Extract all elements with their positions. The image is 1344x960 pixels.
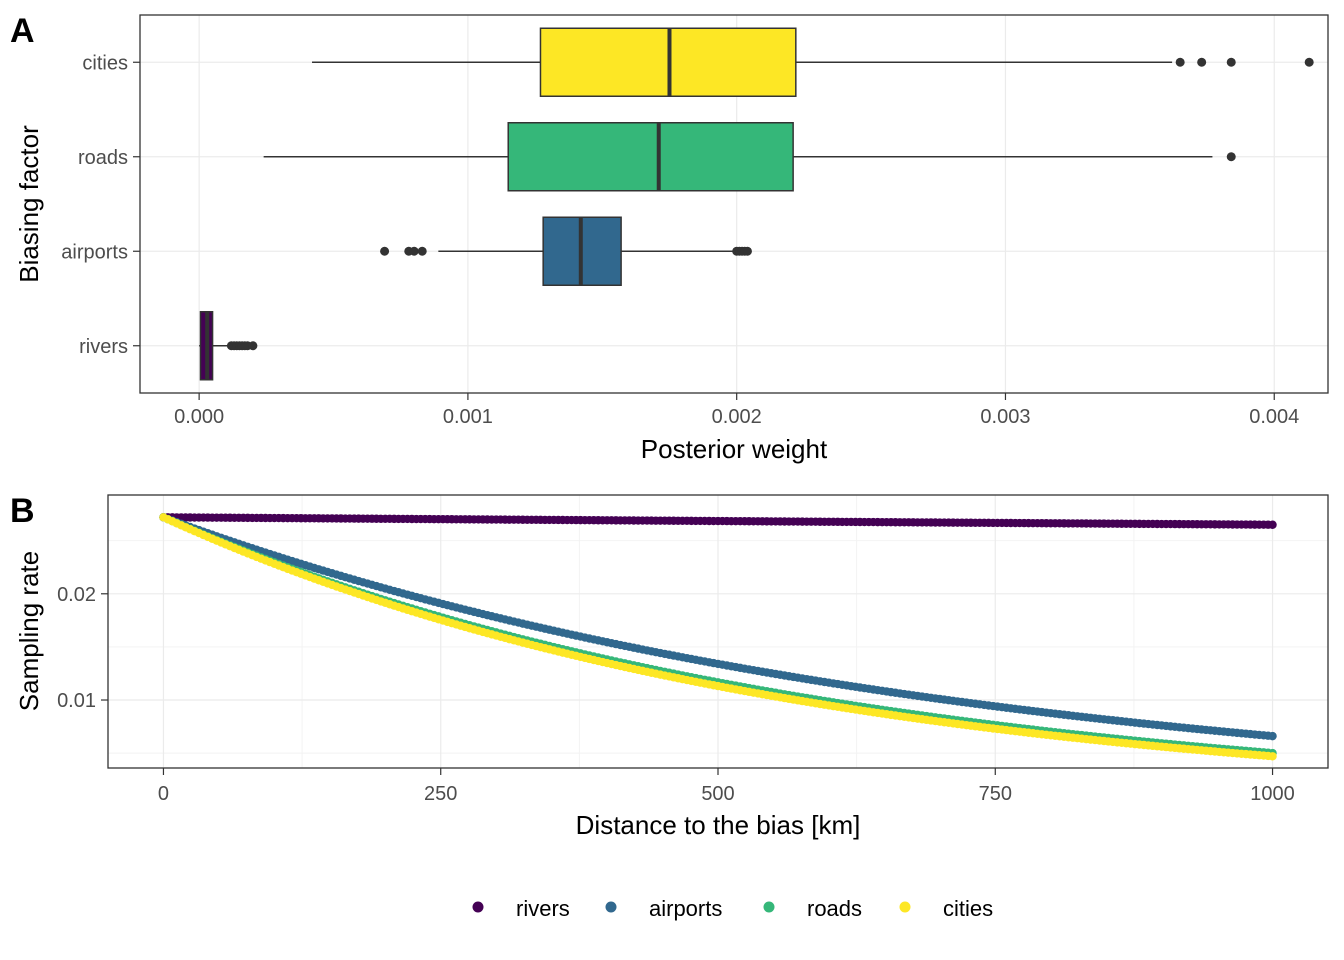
- panel-b-x-tick-label-4: 1000: [1250, 783, 1295, 805]
- legend-label-roads: roads: [807, 896, 862, 921]
- outlier-airports-3: [417, 246, 427, 256]
- box-roads: [507, 122, 794, 192]
- panel-b-points: [159, 513, 1277, 761]
- panel-a-x-tick-label-1: 0.001: [443, 406, 493, 428]
- legend-key-airports: [605, 901, 617, 913]
- panel-b-x-tick-label-3: 750: [979, 783, 1012, 805]
- panel-a-tag: A: [10, 12, 35, 50]
- panel-b-y-tick-label-1: 0.02: [57, 584, 96, 606]
- series-airports: [159, 513, 1277, 741]
- panel-b-tag: B: [10, 492, 35, 530]
- panel-a-y-ticks: cities roads airports rivers: [61, 52, 140, 358]
- point-cities-1000: [1268, 752, 1277, 761]
- outlier-cities-3: [1304, 57, 1314, 67]
- panel-a-border: [139, 14, 1329, 394]
- outlier-airports-2: [409, 246, 419, 256]
- panel-a-x-tick-label-3: 0.003: [980, 406, 1030, 428]
- outlier-cities-2: [1226, 57, 1236, 67]
- legend: rivers airports roads cities: [472, 896, 993, 921]
- panel-a-x-tick-label-2: 0.002: [712, 406, 762, 428]
- outlier-cities-0: [1175, 57, 1185, 67]
- legend-label-rivers: rivers: [516, 896, 570, 921]
- panel-a-boxes: [199, 27, 1314, 381]
- panel-b-x-tick-label-2: 500: [701, 783, 734, 805]
- panel-a-x-tick-label-0: 0.000: [174, 406, 224, 428]
- legend-key-rivers: [472, 901, 484, 913]
- panel-b-x-axis-title: Distance to the bias [km]: [576, 810, 861, 840]
- panel-a-y-tick-label-airports: airports: [61, 241, 128, 263]
- series-cities: [159, 513, 1277, 761]
- legend-key-roads: [763, 901, 775, 913]
- panel-b-x-ticks: 0 250 500 750 1000: [158, 768, 1295, 805]
- outlier-airports-0: [380, 246, 390, 256]
- panel-b-x-tick-label-1: 250: [424, 783, 457, 805]
- series-rivers: [159, 513, 1277, 529]
- panel-b-grid: [108, 495, 1328, 768]
- point-rivers-1000: [1268, 520, 1277, 529]
- panel-b-y-ticks: 0.01 0.02: [57, 584, 108, 712]
- panel-a-y-tick-label-roads: roads: [78, 147, 128, 169]
- point-airports-1000: [1268, 731, 1277, 741]
- legend-label-cities: cities: [943, 896, 993, 921]
- panel-a-y-tick-label-cities: cities: [82, 52, 128, 74]
- panel-a-x-ticks: 0.000 0.001 0.002 0.003 0.004: [174, 393, 1299, 428]
- panel-a-boxplot: 0.000 0.001 0.002 0.003 0.004 cities roads air…: [14, 14, 1329, 464]
- outlier-roads-0: [1226, 152, 1236, 162]
- panel-b-y-tick-label-0: 0.01: [57, 690, 96, 712]
- outlier-cities-1: [1197, 57, 1207, 67]
- panel-b-x-tick-label-0: 0: [158, 783, 169, 805]
- legend-label-airports: airports: [649, 896, 722, 921]
- legend-key-cities: [899, 901, 911, 913]
- panel-a-x-axis-title: Posterior weight: [641, 434, 828, 464]
- panel-a-x-tick-label-4: 0.004: [1249, 406, 1299, 428]
- panel-a-y-axis-title: Biasing factor: [14, 125, 44, 283]
- panel-b-y-axis-title: Sampling rate: [14, 551, 44, 711]
- panel-b-scatter: 0 250 500 750 1000 0.01 0.02 Distance to the …: [14, 494, 1329, 840]
- panel-a-y-tick-label-rivers: rivers: [79, 336, 128, 358]
- outlier-rivers-7: [248, 341, 258, 351]
- outlier-airports-8: [742, 246, 752, 256]
